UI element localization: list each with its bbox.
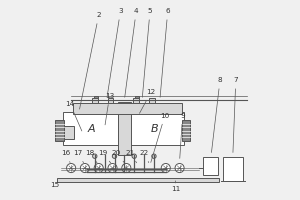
Text: 15: 15 <box>50 182 59 188</box>
Circle shape <box>122 164 131 173</box>
Circle shape <box>80 164 89 173</box>
Circle shape <box>161 164 170 173</box>
Text: 10: 10 <box>151 113 170 162</box>
Circle shape <box>94 164 103 173</box>
Text: 19: 19 <box>98 150 111 163</box>
Circle shape <box>108 164 117 173</box>
Bar <box>64 126 74 139</box>
Bar <box>63 112 118 145</box>
Circle shape <box>152 154 156 158</box>
Bar <box>203 157 218 175</box>
Bar <box>73 103 182 114</box>
Text: 16: 16 <box>61 150 71 163</box>
Text: 3: 3 <box>107 8 123 97</box>
Text: 9: 9 <box>180 113 185 158</box>
Text: 20: 20 <box>112 150 124 163</box>
Text: 18: 18 <box>85 150 97 163</box>
Text: 8: 8 <box>212 77 222 152</box>
Text: 4: 4 <box>125 8 139 97</box>
Text: 6: 6 <box>160 8 170 97</box>
Text: 17: 17 <box>74 150 83 163</box>
Text: 14: 14 <box>65 101 82 131</box>
Bar <box>118 102 131 155</box>
Circle shape <box>132 154 136 158</box>
Bar <box>130 112 184 145</box>
Circle shape <box>67 164 76 173</box>
Text: 11: 11 <box>171 181 180 192</box>
Circle shape <box>93 154 97 158</box>
Bar <box>223 157 243 181</box>
Bar <box>94 96 98 98</box>
Bar <box>135 96 139 98</box>
Bar <box>134 98 139 103</box>
Text: A: A <box>88 124 96 134</box>
Circle shape <box>112 154 117 158</box>
Text: 7: 7 <box>233 77 238 152</box>
Bar <box>108 98 113 103</box>
Text: 2: 2 <box>80 12 101 109</box>
Bar <box>55 120 64 141</box>
Text: 22: 22 <box>140 150 149 163</box>
Text: B: B <box>151 124 159 134</box>
Text: 21: 21 <box>126 150 136 163</box>
Bar <box>57 178 219 182</box>
Bar <box>149 98 155 103</box>
Text: 13: 13 <box>105 93 114 125</box>
Bar <box>92 98 98 103</box>
Bar <box>182 120 190 141</box>
Text: 12: 12 <box>140 89 156 113</box>
Text: 5: 5 <box>142 8 152 97</box>
Circle shape <box>175 164 184 173</box>
